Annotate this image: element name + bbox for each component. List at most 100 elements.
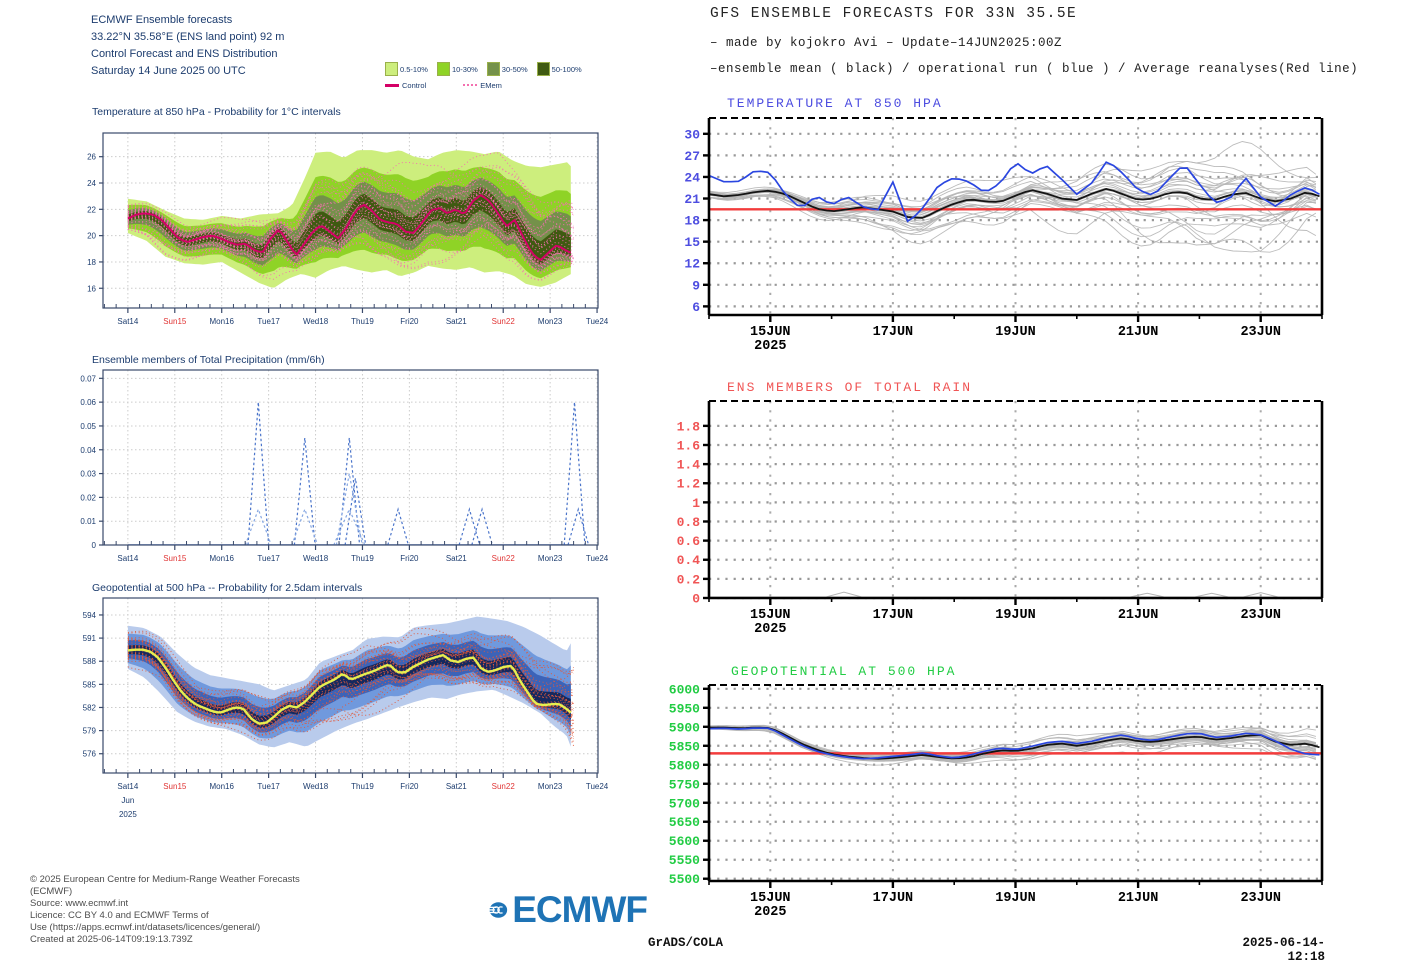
svg-text:Sun22: Sun22 bbox=[492, 317, 516, 326]
svg-text:Sun15: Sun15 bbox=[163, 782, 187, 791]
svg-text:5750: 5750 bbox=[669, 777, 700, 792]
svg-text:5850: 5850 bbox=[669, 739, 700, 754]
svg-text:Thu19: Thu19 bbox=[351, 782, 374, 791]
svg-text:Tue17: Tue17 bbox=[257, 782, 280, 791]
svg-text:Mon16: Mon16 bbox=[209, 317, 234, 326]
svg-text:Jun: Jun bbox=[121, 796, 134, 805]
emem-dots-icon bbox=[463, 83, 478, 87]
gfs-rain-chart-title: ENS MEMBERS OF TOTAL RAIN bbox=[727, 380, 973, 395]
svg-text:Sat21: Sat21 bbox=[446, 317, 467, 326]
svg-text:591: 591 bbox=[83, 634, 97, 643]
svg-text:22: 22 bbox=[87, 205, 96, 214]
ecmwf-precip-chart-title: Ensemble members of Total Precipitation … bbox=[92, 354, 325, 366]
svg-text:27: 27 bbox=[684, 149, 700, 164]
legend-label: 10-30% bbox=[451, 64, 478, 74]
svg-text:0.05: 0.05 bbox=[80, 422, 96, 431]
plot-timestamp: 2025-06-14-12:18 bbox=[1242, 936, 1325, 964]
legend-item-control: Control bbox=[385, 81, 426, 90]
legend-label: EMem bbox=[480, 80, 502, 90]
svg-text:16: 16 bbox=[87, 284, 96, 293]
ecmwf-geo-chart-title: Geopotential at 500 hPa -- Probability f… bbox=[92, 582, 363, 594]
legend-swatch-icon bbox=[385, 62, 398, 76]
svg-text:21JUN: 21JUN bbox=[1118, 891, 1159, 906]
svg-text:15JUN: 15JUN bbox=[750, 325, 791, 340]
ecmwf-copyright: © 2025 European Centre for Medium-Range … bbox=[30, 874, 300, 945]
svg-text:5500: 5500 bbox=[669, 872, 700, 887]
copyright-line: (ECMWF) bbox=[30, 885, 73, 897]
svg-text:Tue17: Tue17 bbox=[257, 554, 280, 563]
svg-text:17JUN: 17JUN bbox=[873, 891, 914, 906]
legend-item-50-100%: 50-100% bbox=[536, 62, 582, 76]
ecmwf-header-line2: 33.22°N 35.58°E (ENS land point) 92 m bbox=[91, 31, 285, 43]
svg-text:Fri20: Fri20 bbox=[400, 554, 419, 563]
ecmwf-logo: ECMWF bbox=[487, 886, 647, 934]
gfs-geo-chart-title: GEOPOTENTIAL AT 500 HPA bbox=[731, 664, 957, 679]
svg-text:17JUN: 17JUN bbox=[873, 608, 914, 623]
svg-text:Sun15: Sun15 bbox=[163, 317, 187, 326]
svg-text:15JUN: 15JUN bbox=[750, 891, 791, 906]
svg-text:Sat14: Sat14 bbox=[117, 317, 138, 326]
svg-text:6000: 6000 bbox=[669, 682, 700, 697]
svg-text:19JUN: 19JUN bbox=[995, 325, 1036, 340]
svg-text:15JUN: 15JUN bbox=[750, 608, 791, 623]
svg-text:Sat14: Sat14 bbox=[117, 782, 138, 791]
svg-text:1.4: 1.4 bbox=[677, 458, 701, 473]
svg-text:23JUN: 23JUN bbox=[1240, 891, 1281, 906]
svg-text:21JUN: 21JUN bbox=[1118, 325, 1159, 340]
svg-text:17JUN: 17JUN bbox=[873, 325, 914, 340]
ecmwf-header: ECMWF Ensemble forecasts 33.22°N 35.58°E… bbox=[91, 12, 284, 80]
svg-text:6: 6 bbox=[692, 300, 700, 315]
ecmwf-header-line1: ECMWF Ensemble forecasts bbox=[91, 14, 233, 26]
svg-text:5900: 5900 bbox=[669, 720, 700, 735]
gfs-subtitle-legend: –ensemble mean ( black) / operational ru… bbox=[710, 62, 1359, 76]
svg-text:18: 18 bbox=[87, 258, 96, 267]
svg-text:21: 21 bbox=[684, 192, 700, 207]
legend-item-30-50%: 30-50% bbox=[486, 62, 528, 76]
svg-text:Tue24: Tue24 bbox=[586, 554, 609, 563]
svg-text:0.6: 0.6 bbox=[677, 534, 701, 549]
legend-item-0.5-10%: 0.5-10% bbox=[385, 62, 428, 76]
svg-text:2025: 2025 bbox=[754, 339, 786, 354]
svg-text:23JUN: 23JUN bbox=[1240, 325, 1281, 340]
svg-text:Mon23: Mon23 bbox=[538, 317, 563, 326]
svg-text:0: 0 bbox=[692, 592, 700, 607]
svg-text:Mon23: Mon23 bbox=[538, 554, 563, 563]
svg-text:588: 588 bbox=[83, 657, 97, 666]
svg-text:594: 594 bbox=[83, 611, 97, 620]
copyright-line: Licence: CC BY 4.0 and ECMWF Terms of bbox=[30, 909, 209, 921]
svg-text:Sat21: Sat21 bbox=[446, 782, 467, 791]
svg-text:Wed18: Wed18 bbox=[303, 554, 329, 563]
ecmwf-header-line4: Saturday 14 June 2025 00 UTC bbox=[91, 65, 246, 77]
svg-text:19JUN: 19JUN bbox=[995, 608, 1036, 623]
ecmwf-logo-text: ECMWF bbox=[512, 889, 647, 930]
legend-label: 0.5-10% bbox=[400, 64, 428, 74]
svg-text:Fri20: Fri20 bbox=[400, 317, 419, 326]
svg-text:Sun22: Sun22 bbox=[492, 554, 516, 563]
legend-label: 30-50% bbox=[501, 64, 528, 74]
svg-text:1: 1 bbox=[692, 496, 700, 511]
svg-text:2025: 2025 bbox=[754, 622, 786, 637]
svg-text:579: 579 bbox=[83, 727, 97, 736]
svg-text:5700: 5700 bbox=[669, 796, 700, 811]
svg-text:Tue24: Tue24 bbox=[586, 782, 609, 791]
legend-label: 50-100% bbox=[551, 64, 582, 74]
svg-text:0.04: 0.04 bbox=[80, 446, 96, 455]
svg-text:18: 18 bbox=[684, 214, 700, 229]
svg-text:5800: 5800 bbox=[669, 758, 700, 773]
svg-text:15: 15 bbox=[684, 235, 700, 250]
svg-text:Mon16: Mon16 bbox=[209, 782, 234, 791]
svg-text:23JUN: 23JUN bbox=[1240, 608, 1281, 623]
gfs-title: GFS ENSEMBLE FORECASTS FOR 33N 35.5E bbox=[710, 6, 1078, 22]
svg-text:24: 24 bbox=[87, 179, 96, 188]
legend-label: Control bbox=[402, 80, 427, 90]
svg-text:Fri20: Fri20 bbox=[400, 782, 419, 791]
copyright-line: Created at 2025-06-14T09:19:13.739Z bbox=[30, 933, 193, 945]
svg-text:Thu19: Thu19 bbox=[351, 554, 374, 563]
svg-text:Sat14: Sat14 bbox=[117, 554, 138, 563]
svg-text:Sun22: Sun22 bbox=[492, 782, 516, 791]
svg-text:0.2: 0.2 bbox=[677, 572, 701, 587]
grads-credit: GrADS/COLA bbox=[648, 936, 724, 950]
svg-text:0: 0 bbox=[92, 541, 97, 550]
svg-text:0.8: 0.8 bbox=[677, 515, 701, 530]
